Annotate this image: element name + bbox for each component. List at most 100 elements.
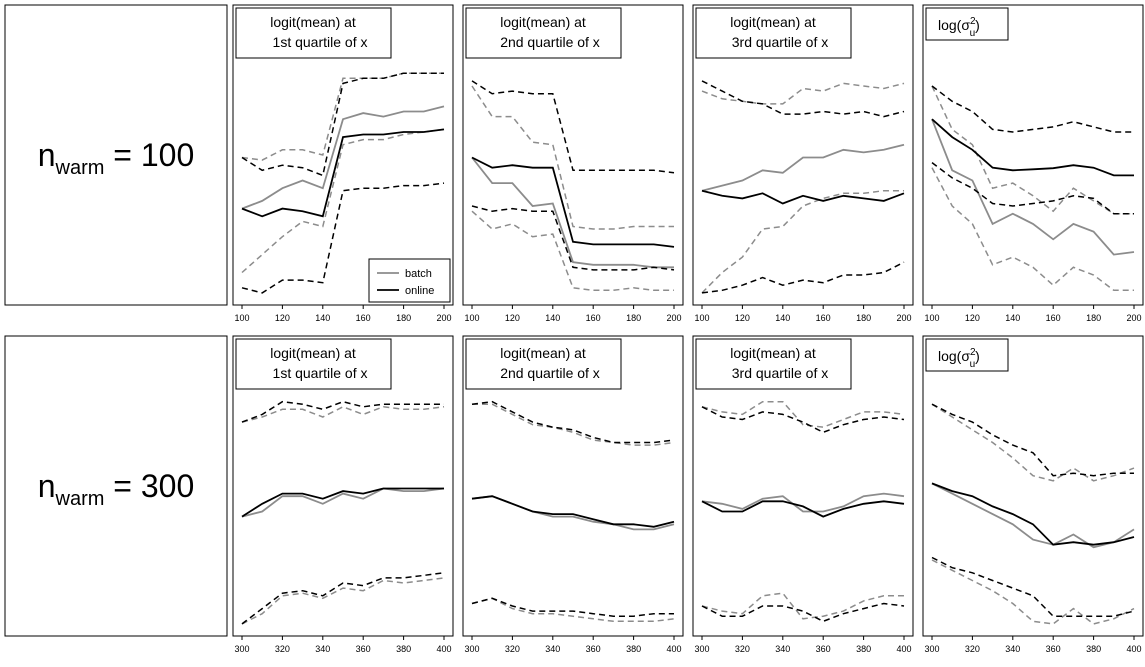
x-tick-label: 400 <box>1126 644 1141 654</box>
row-label-text: nwarm = 100 <box>38 137 195 179</box>
series-batch-estimate-0 <box>471 156 674 269</box>
series-batch-bound-2 <box>471 210 674 292</box>
row-label-2: nwarm = 300 <box>4 335 228 637</box>
x-tick-label: 380 <box>1086 644 1101 654</box>
series-batch-bound-1 <box>931 85 1134 215</box>
x-tick-label: 400 <box>896 644 911 654</box>
series-batch-bound-2 <box>931 167 1134 292</box>
x-tick-label: 100 <box>694 313 709 323</box>
series-batch-estimate-0 <box>931 482 1135 549</box>
legend-box <box>368 258 451 303</box>
panel-title: logit(mean) at 1st quartile of x <box>235 338 392 390</box>
series-online-estimate-3 <box>471 495 675 528</box>
x-tick-label: 180 <box>856 313 871 323</box>
x-tick-label: 320 <box>275 644 290 654</box>
panel-title: logit(mean) at 1st quartile of x <box>235 7 392 59</box>
x-tick-label: 380 <box>396 644 411 654</box>
panel-title-line-2: 3rd quartile of x <box>732 34 829 50</box>
panel-r1-c1: logit(mean) at 1st quartile of x 100 120 140… <box>232 4 454 323</box>
x-tick-label: 360 <box>1046 644 1061 654</box>
panel-title: logit(mean) at 3rd quartile of x <box>695 7 852 59</box>
x-tick-label: 360 <box>816 644 831 654</box>
series-online-estimate-3 <box>241 487 444 518</box>
x-tick-label: 140 <box>1005 313 1020 323</box>
panel-title-box <box>925 7 1009 41</box>
x-tick-label: 120 <box>505 313 520 323</box>
panel-title-line-1: logit(mean) at <box>270 345 356 361</box>
x-tick-label: 120 <box>965 313 980 323</box>
series-online-bound-5 <box>241 572 445 625</box>
panel-title-text: log(σ2 u) <box>938 347 980 370</box>
x-tick-label: 100 <box>234 313 249 323</box>
panel-title-line-1: logit(mean) at <box>500 14 586 30</box>
row-labels: nwarm = 100 nwarm = 300 <box>4 4 228 637</box>
x-tick-label: 140 <box>315 313 330 323</box>
panel-title-line-2: 1st quartile of x <box>273 365 368 381</box>
panel-title: logit(mean) at 2nd quartile of x <box>465 7 622 59</box>
x-tick-label: 320 <box>965 644 980 654</box>
series-batch-bound-2 <box>241 577 445 625</box>
panel-title-line-2: 3rd quartile of x <box>732 365 829 381</box>
x-tick-label: 320 <box>735 644 750 654</box>
series-online-bound-4 <box>931 85 1134 133</box>
series-online-bound-4 <box>241 72 444 177</box>
row-label-box <box>4 4 228 306</box>
panel-r2-c3: logit(mean) at 3rd quartile of x 300 320 340… <box>692 335 914 654</box>
series-batch-estimate-0 <box>701 143 905 192</box>
series-online-bound-4 <box>471 80 675 174</box>
x-tick-label: 200 <box>1126 313 1141 323</box>
panel-title-line-2: 1st quartile of x <box>273 34 368 50</box>
x-tick-label: 340 <box>545 644 560 654</box>
panel-title-line-1: logit(mean) at <box>270 14 356 30</box>
legend-label-batch: batch <box>405 268 432 280</box>
series-batch-bound-1 <box>241 72 444 161</box>
x-axis: 300 320 340 360 380 400 <box>694 636 912 654</box>
panel-r2-c2: logit(mean) at 2nd quartile of x 300 320 340… <box>462 335 684 654</box>
x-tick-label: 180 <box>396 313 411 323</box>
legend-label-online: online <box>405 285 434 297</box>
series-batch-bound-1 <box>931 403 1135 482</box>
panel-title-box <box>695 7 852 59</box>
x-tick-label: 360 <box>356 644 371 654</box>
panel-r1-c4: log(σ2 u) 100 120 140 160 180 200 <box>922 4 1144 323</box>
series-online-bound-5 <box>931 162 1134 215</box>
series-batch-bound-1 <box>701 400 905 428</box>
x-tick-label: 200 <box>436 313 451 323</box>
x-tick-label: 340 <box>775 644 790 654</box>
panel-title-line-2: 2nd quartile of x <box>500 365 600 381</box>
x-tick-label: 320 <box>505 644 520 654</box>
series-online-bound-5 <box>471 205 675 271</box>
x-axis: 100 120 140 160 180 200 <box>234 305 452 323</box>
x-tick-label: 160 <box>816 313 831 323</box>
x-axis: 300 320 340 360 380 400 <box>234 636 452 654</box>
series-batch-estimate-0 <box>241 487 445 518</box>
x-tick-label: 340 <box>315 644 330 654</box>
panel-title-box <box>695 338 852 390</box>
x-axis: 100 120 140 160 180 200 <box>924 305 1142 323</box>
row-label-1: nwarm = 100 <box>4 4 228 306</box>
panel-r1-c2: logit(mean) at 2nd quartile of x 100 120 140… <box>462 4 684 323</box>
x-tick-label: 180 <box>1086 313 1101 323</box>
legend: batch online <box>368 258 451 303</box>
x-axis: 100 120 140 160 180 200 <box>464 305 682 323</box>
x-tick-label: 360 <box>586 644 601 654</box>
x-tick-label: 200 <box>666 313 681 323</box>
panel-frame <box>922 335 1144 637</box>
row-label-text: nwarm = 300 <box>38 468 195 510</box>
series-batch-bound-2 <box>701 592 904 620</box>
panel-title-box <box>235 338 392 390</box>
x-tick-label: 160 <box>356 313 371 323</box>
series-online-bound-5 <box>931 556 1135 617</box>
x-tick-label: 160 <box>1046 313 1061 323</box>
series-batch-bound-2 <box>701 189 904 294</box>
x-tick-label: 400 <box>436 644 451 654</box>
x-axis: 300 320 340 360 380 400 <box>464 636 682 654</box>
panel-title-line-1: logit(mean) at <box>730 14 816 30</box>
series-online-estimate-3 <box>931 482 1135 546</box>
series-batch-bound-2 <box>471 597 675 623</box>
series-online-bound-4 <box>471 400 675 444</box>
panel-r1-c3: logit(mean) at 3rd quartile of x 100 120 140… <box>692 4 914 323</box>
x-tick-label: 160 <box>586 313 601 323</box>
series-batch-estimate-0 <box>701 492 905 513</box>
x-tick-label: 300 <box>234 644 249 654</box>
